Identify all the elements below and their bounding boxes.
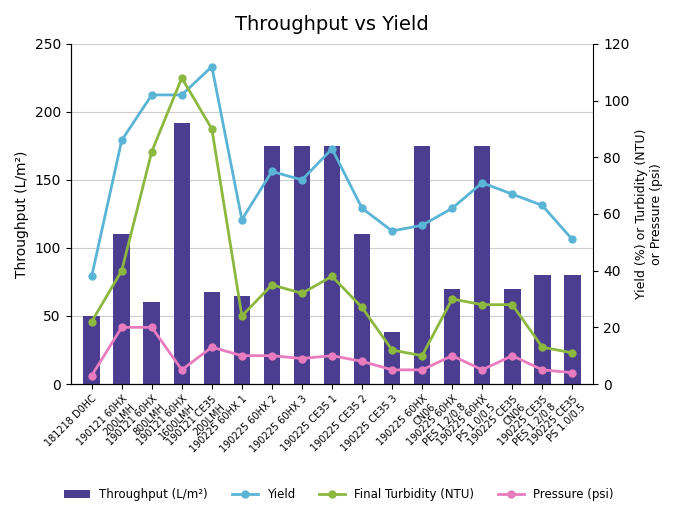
Bar [203, 291, 220, 384]
Pressure (psi) [388, 367, 396, 373]
Pressure (psi) [178, 367, 186, 373]
Bar [264, 146, 280, 384]
Pressure (psi) [207, 344, 216, 350]
Final Turbidity (NTU) [328, 273, 336, 280]
Bar [144, 303, 160, 384]
Bar [414, 146, 431, 384]
Final Turbidity (NTU) [87, 318, 96, 325]
Yield [508, 191, 517, 197]
Yield [448, 205, 456, 211]
Final Turbidity (NTU) [298, 290, 306, 296]
Pressure (psi) [87, 372, 96, 378]
Final Turbidity (NTU) [568, 350, 576, 356]
Yield [358, 205, 366, 211]
Bar [174, 123, 190, 384]
Final Turbidity (NTU) [388, 347, 396, 353]
Final Turbidity (NTU) [148, 148, 156, 155]
Pressure (psi) [298, 355, 306, 361]
Yield [87, 273, 96, 280]
Pressure (psi) [568, 370, 576, 376]
Bar [294, 146, 311, 384]
Final Turbidity (NTU) [538, 344, 546, 350]
Yield [328, 146, 336, 152]
Bar [384, 332, 400, 384]
Final Turbidity (NTU) [178, 75, 186, 81]
Pressure (psi) [508, 353, 517, 359]
Yield [148, 92, 156, 98]
Pressure (psi) [328, 353, 336, 359]
Final Turbidity (NTU) [358, 305, 366, 311]
Bar [444, 289, 460, 384]
Final Turbidity (NTU) [268, 282, 276, 288]
Pressure (psi) [238, 353, 246, 359]
Yield [298, 177, 306, 183]
Bar [83, 316, 100, 384]
Bar [323, 146, 340, 384]
Yield [118, 137, 126, 143]
Yield [178, 92, 186, 98]
Bar [504, 289, 521, 384]
Line: Yield: Yield [88, 63, 576, 280]
Pressure (psi) [118, 324, 126, 330]
Bar [474, 146, 490, 384]
Pressure (psi) [478, 367, 486, 373]
Bar [113, 234, 130, 384]
Yield [388, 228, 396, 234]
Final Turbidity (NTU) [418, 353, 426, 359]
Final Turbidity (NTU) [118, 268, 126, 274]
Yield [238, 217, 246, 223]
Yield [418, 222, 426, 228]
Title: Throughput vs Yield: Throughput vs Yield [235, 15, 429, 34]
Pressure (psi) [148, 324, 156, 330]
Yield [268, 168, 276, 175]
Yield [478, 180, 486, 186]
Line: Pressure (psi): Pressure (psi) [88, 324, 576, 379]
Final Turbidity (NTU) [238, 313, 246, 319]
Yield [538, 202, 546, 208]
Pressure (psi) [538, 367, 546, 373]
Final Turbidity (NTU) [207, 126, 216, 132]
Pressure (psi) [358, 358, 366, 365]
Bar [234, 295, 250, 384]
Final Turbidity (NTU) [448, 296, 456, 302]
Final Turbidity (NTU) [478, 302, 486, 308]
Legend: Throughput (L/m²), Yield, Final Turbidity (NTU), Pressure (psi): Throughput (L/m²), Yield, Final Turbidit… [60, 484, 618, 506]
Y-axis label: Yield (%) or Turbidity (NTU)
or Pressure (psi): Yield (%) or Turbidity (NTU) or Pressure… [635, 129, 663, 299]
Pressure (psi) [448, 353, 456, 359]
Pressure (psi) [268, 353, 276, 359]
Final Turbidity (NTU) [508, 302, 517, 308]
Bar [564, 275, 580, 384]
Yield [568, 237, 576, 243]
Line: Final Turbidity (NTU): Final Turbidity (NTU) [88, 74, 576, 359]
Yield [207, 63, 216, 70]
Pressure (psi) [418, 367, 426, 373]
Bar [354, 234, 370, 384]
Bar [534, 275, 551, 384]
Y-axis label: Throughput (L/m²): Throughput (L/m²) [15, 150, 29, 278]
